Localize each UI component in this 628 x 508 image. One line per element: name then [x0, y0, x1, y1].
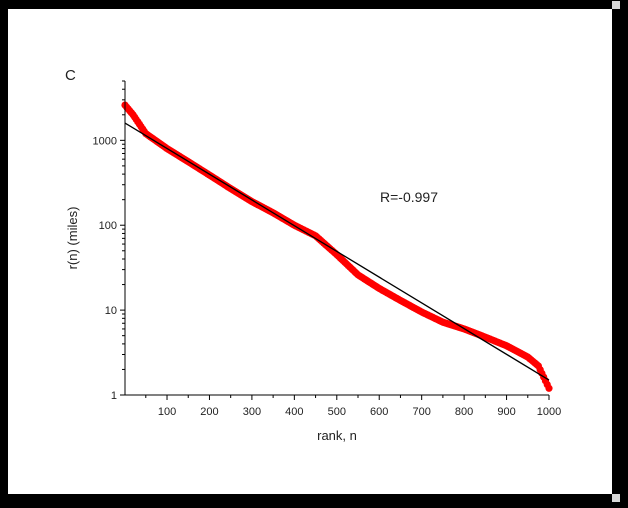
fit-line	[124, 122, 550, 381]
x-tick-label: 900	[497, 406, 515, 418]
y-tick-label: 100	[99, 220, 117, 232]
x-tick-label: 700	[412, 406, 430, 418]
x-axis-label: rank, n	[317, 428, 357, 443]
x-tick-label: 200	[200, 406, 218, 418]
x-tick-label: 500	[328, 406, 346, 418]
y-tick-label: 10	[105, 305, 117, 317]
chart: C 100 200 300 400 500 600 700 800 900 1000 1 10 100 1…	[65, 67, 561, 443]
x-tick-label: 600	[370, 406, 388, 418]
x-tick-label: 400	[285, 406, 303, 418]
corner-marker	[612, 1, 620, 9]
figure-panel: C 100 200 300 400 500 600 700 800 900 1000 1 10 100 1…	[8, 9, 612, 494]
correlation-annotation: R=-0.997	[380, 189, 438, 205]
y-tick-label: 1	[111, 390, 117, 402]
y-tick-label: 1000	[93, 135, 117, 147]
panel-label: C	[65, 67, 76, 84]
corner-marker	[612, 494, 620, 502]
x-tick-label: 1000	[537, 406, 561, 418]
x-tick-label: 300	[243, 406, 261, 418]
y-axis-label: r(n) (miles)	[65, 207, 80, 270]
data-point	[545, 384, 553, 392]
x-tick-label: 800	[455, 406, 473, 418]
x-tick-label: 100	[158, 406, 176, 418]
